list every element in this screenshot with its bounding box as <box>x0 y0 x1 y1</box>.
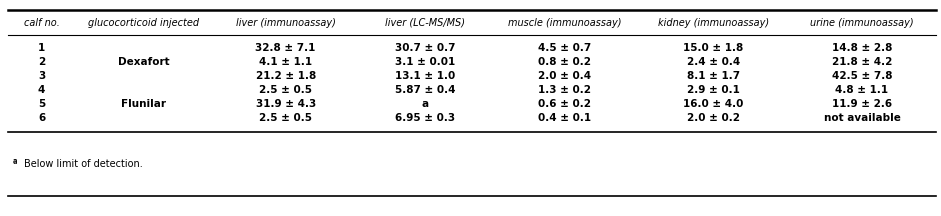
Text: calf no.: calf no. <box>24 17 59 27</box>
Text: 32.8 ± 7.1: 32.8 ± 7.1 <box>255 43 316 53</box>
Text: 1.3 ± 0.2: 1.3 ± 0.2 <box>538 85 591 95</box>
Text: 5.87 ± 0.4: 5.87 ± 0.4 <box>395 85 455 95</box>
Text: 6: 6 <box>38 113 45 123</box>
Text: 3.1 ± 0.01: 3.1 ± 0.01 <box>395 57 455 67</box>
Text: 2.4 ± 0.4: 2.4 ± 0.4 <box>687 57 740 67</box>
Text: a: a <box>12 158 17 164</box>
Text: 16.0 ± 4.0: 16.0 ± 4.0 <box>683 99 743 109</box>
Text: 4.5 ± 0.7: 4.5 ± 0.7 <box>538 43 591 53</box>
Text: 21.8 ± 4.2: 21.8 ± 4.2 <box>832 57 892 67</box>
Text: 2.5 ± 0.5: 2.5 ± 0.5 <box>259 85 312 95</box>
Text: Dexafort: Dexafort <box>118 57 169 67</box>
Text: 3: 3 <box>38 71 45 81</box>
Text: 4: 4 <box>38 85 45 95</box>
Text: 15.0 ± 1.8: 15.0 ± 1.8 <box>683 43 743 53</box>
Text: 42.5 ± 7.8: 42.5 ± 7.8 <box>832 71 892 81</box>
Text: a: a <box>12 157 17 166</box>
Text: 5: 5 <box>38 99 45 109</box>
Text: 30.7 ± 0.7: 30.7 ± 0.7 <box>395 43 455 53</box>
Text: 13.1 ± 1.0: 13.1 ± 1.0 <box>395 71 455 81</box>
Text: liver (LC-MS/MS): liver (LC-MS/MS) <box>385 17 465 27</box>
Text: 6.95 ± 0.3: 6.95 ± 0.3 <box>395 113 455 123</box>
Text: muscle (immunoassay): muscle (immunoassay) <box>508 17 622 27</box>
Text: 4.8 ± 1.1: 4.8 ± 1.1 <box>836 85 888 95</box>
Text: 0.6 ± 0.2: 0.6 ± 0.2 <box>538 99 591 109</box>
Text: 2: 2 <box>38 57 45 67</box>
Text: 2.0 ± 0.4: 2.0 ± 0.4 <box>538 71 591 81</box>
Text: 2.9 ± 0.1: 2.9 ± 0.1 <box>687 85 740 95</box>
Text: 0.4 ± 0.1: 0.4 ± 0.1 <box>538 113 591 123</box>
Text: Flunilar: Flunilar <box>121 99 166 109</box>
Text: kidney (immunoassay): kidney (immunoassay) <box>658 17 769 27</box>
Text: glucocorticoid injected: glucocorticoid injected <box>88 17 199 27</box>
Text: 1: 1 <box>38 43 45 53</box>
Text: 2.5 ± 0.5: 2.5 ± 0.5 <box>259 113 312 123</box>
Text: 14.8 ± 2.8: 14.8 ± 2.8 <box>832 43 892 53</box>
Text: not available: not available <box>823 113 901 123</box>
Text: liver (immunoassay): liver (immunoassay) <box>235 17 336 27</box>
Text: 21.2 ± 1.8: 21.2 ± 1.8 <box>256 71 316 81</box>
Text: 11.9 ± 2.6: 11.9 ± 2.6 <box>832 99 892 109</box>
Text: a: a <box>422 99 429 109</box>
Text: 2.0 ± 0.2: 2.0 ± 0.2 <box>687 113 740 123</box>
Text: 4.1 ± 1.1: 4.1 ± 1.1 <box>259 57 312 67</box>
Text: 31.9 ± 4.3: 31.9 ± 4.3 <box>256 99 316 109</box>
Text: urine (immunoassay): urine (immunoassay) <box>810 17 914 27</box>
Text: 8.1 ± 1.7: 8.1 ± 1.7 <box>687 71 740 81</box>
Text: 0.8 ± 0.2: 0.8 ± 0.2 <box>538 57 591 67</box>
Text: Below limit of detection.: Below limit of detection. <box>24 159 142 169</box>
